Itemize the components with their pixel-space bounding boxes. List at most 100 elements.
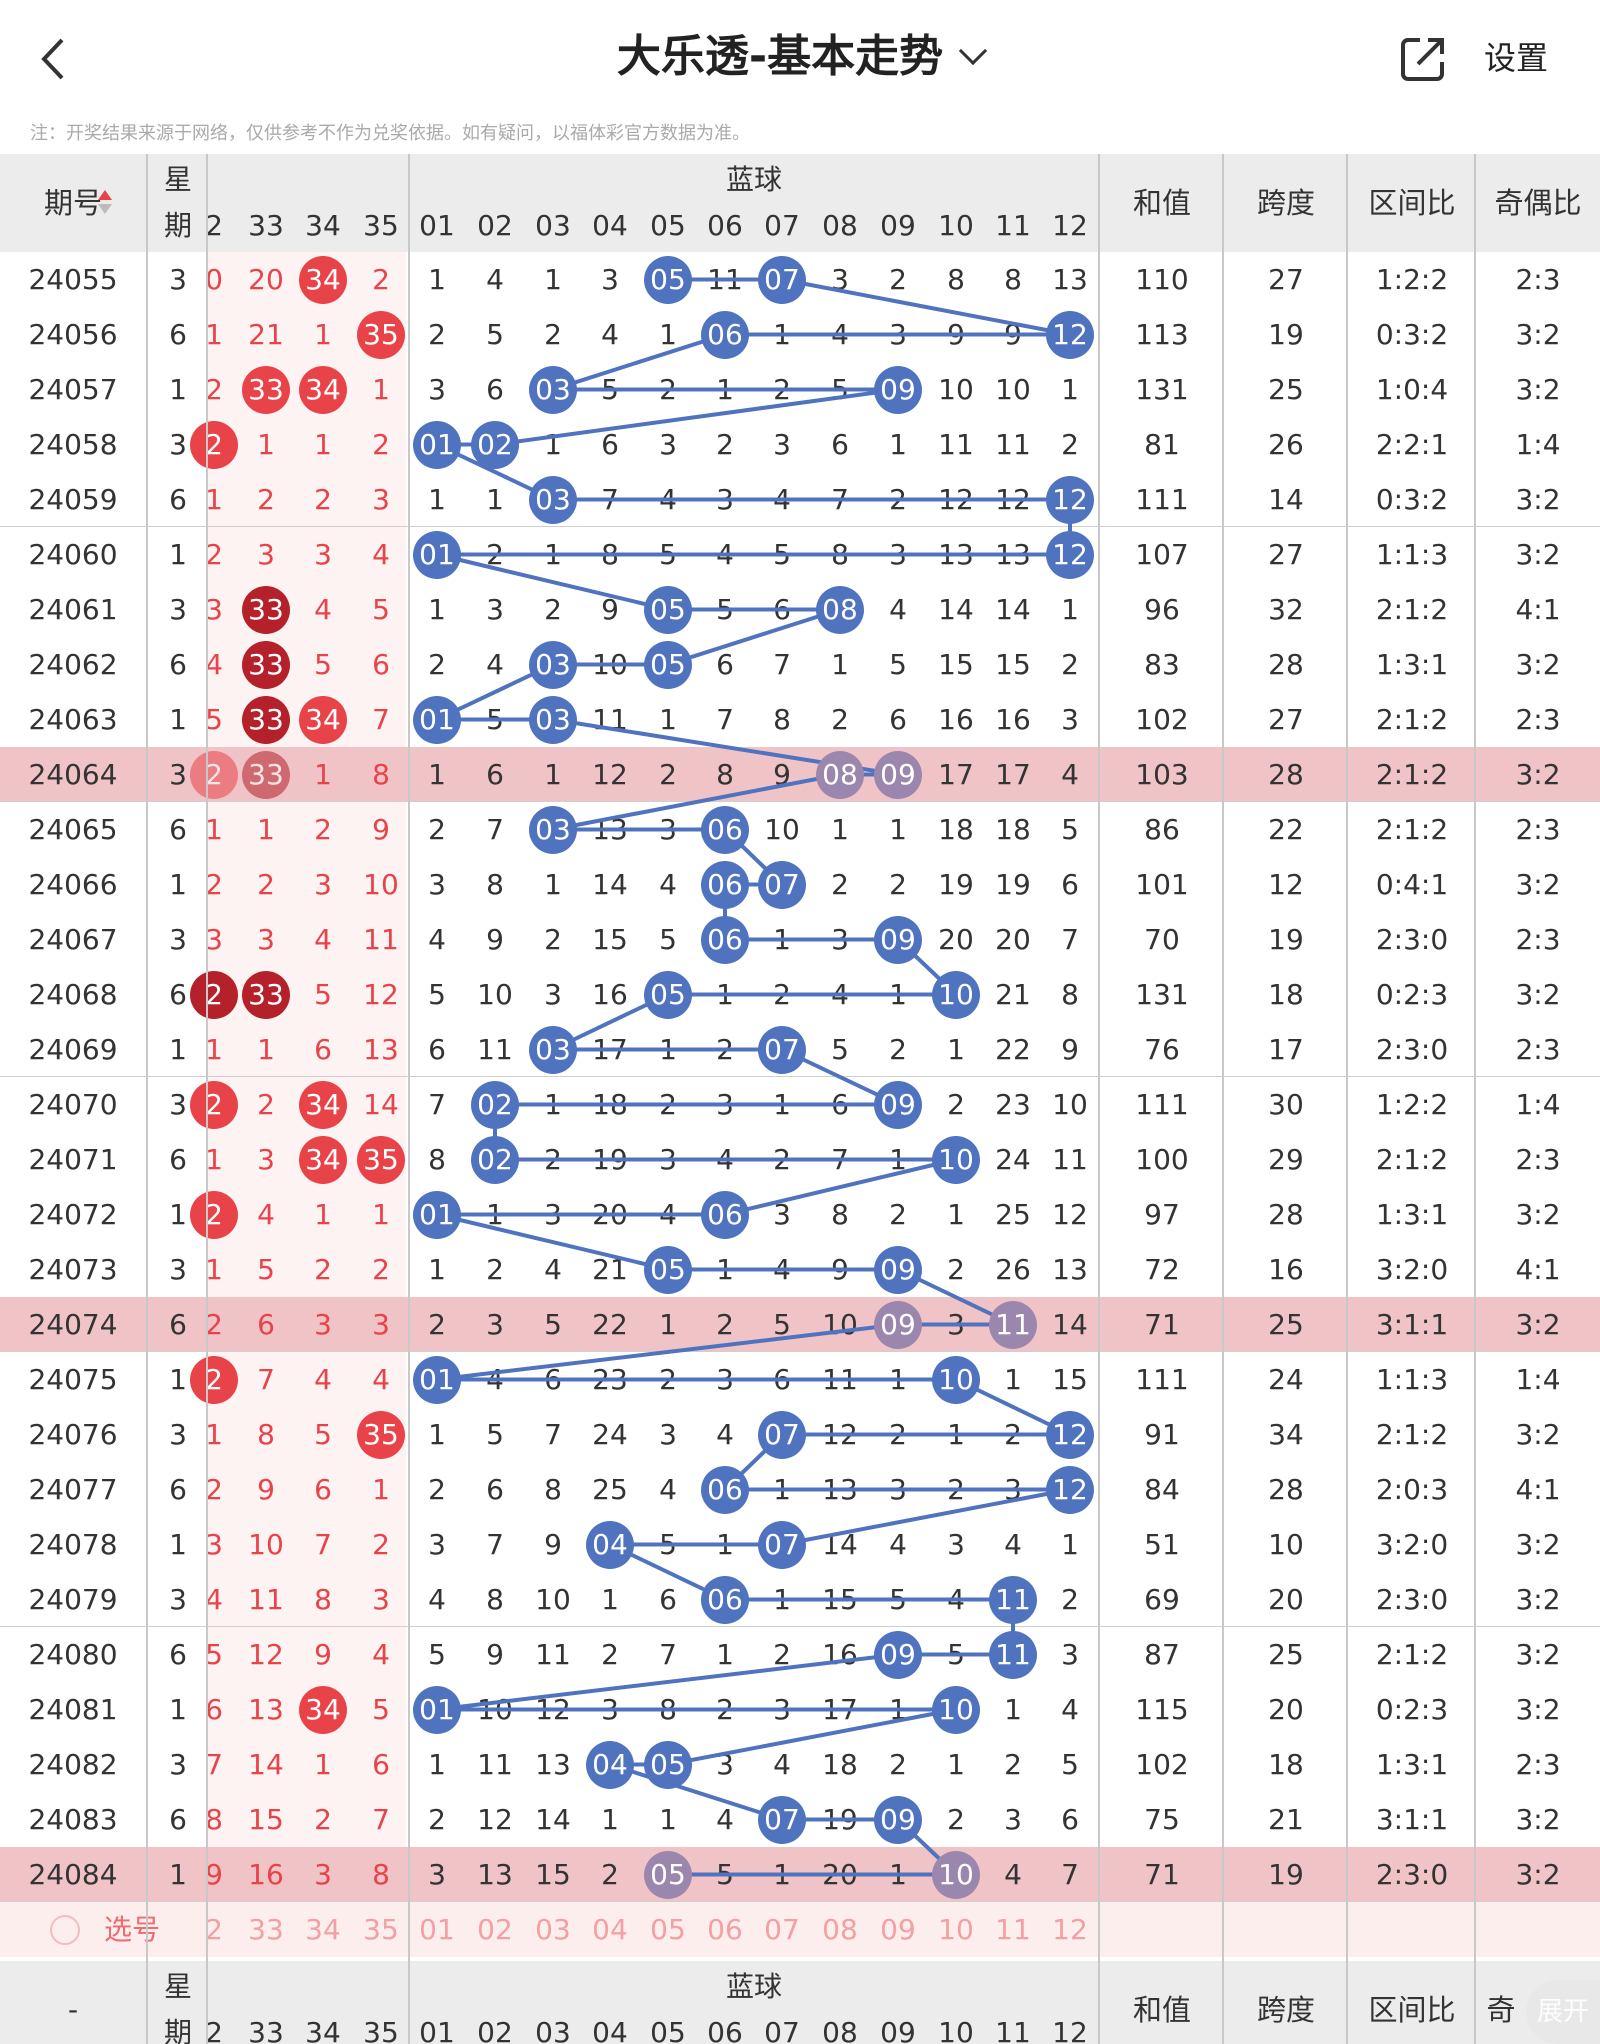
pick-label[interactable]: 选号 (103, 1913, 160, 1946)
column-header-zone: 区间比 (1368, 186, 1456, 220)
blue-number-ball: 05 (644, 640, 692, 689)
week-cell: 1 (169, 373, 187, 406)
pick-front-number[interactable]: 2 (205, 1913, 223, 1946)
blue-number-cell: 4 (947, 1583, 965, 1616)
pick-blue-number[interactable]: 07 (764, 1913, 800, 1946)
pick-blue-number[interactable]: 01 (419, 1913, 455, 1946)
span-cell: 19 (1268, 923, 1304, 956)
sort-arrows-icon[interactable] (98, 190, 112, 200)
pick-blue-number[interactable]: 09 (880, 1913, 916, 1946)
sum-cell: 110 (1135, 263, 1189, 296)
blue-number-cell: 3 (659, 428, 677, 461)
blue-number-ball: 11 (989, 1630, 1037, 1679)
blue-number-cell: 12 (938, 483, 974, 516)
blue-number-cell: 3 (659, 1143, 677, 1176)
blue-number-cell: 1 (947, 1748, 965, 1781)
period-cell: 24065 (28, 813, 118, 846)
title-text: 大乐透-基本走势 (616, 31, 944, 82)
blue-number-cell: 4 (659, 483, 677, 516)
sort-down-icon (98, 204, 112, 214)
pick-radio-icon[interactable] (50, 1915, 80, 1945)
zone-ratio-cell: 0:2:3 (1375, 1693, 1449, 1726)
pick-blue-number[interactable]: 08 (822, 1913, 858, 1946)
blue-number-cell: 1 (1061, 373, 1079, 406)
sum-cell: 84 (1144, 1473, 1180, 1506)
blue-number-cell: 11 (592, 703, 628, 736)
column-header-period[interactable]: 期号 (43, 186, 102, 220)
blue-number-cell: 12 (477, 1803, 513, 1836)
blue-number-cell: 1 (544, 538, 562, 571)
blue-number-ball: 06 (701, 805, 749, 854)
span-cell: 16 (1268, 1253, 1304, 1286)
sum-cell: 107 (1135, 538, 1189, 571)
blue-number-cell: 22 (995, 1033, 1031, 1066)
blue-number-cell: 5 (601, 373, 619, 406)
back-arrow-icon[interactable] (36, 34, 70, 84)
front-number-cell: 5 (314, 978, 332, 1011)
pick-blue-number[interactable]: 10 (938, 1913, 974, 1946)
blue-number-cell: 2 (889, 1418, 907, 1451)
front-number-cell: 21 (248, 318, 284, 351)
pick-blue-number[interactable]: 12 (1052, 1913, 1088, 1946)
front-number-cell: 2 (314, 483, 332, 516)
blue-number-ball: 03 (529, 1025, 577, 1074)
odd-even-cell: 3:2 (1515, 978, 1561, 1011)
front-number-cell: 15 (248, 1803, 284, 1836)
blue-number-cell: 1 (486, 483, 504, 516)
page-title[interactable]: 大乐透-基本走势 (0, 26, 1600, 88)
blue-number-cell: 17 (938, 758, 974, 791)
week-cell: 3 (169, 428, 187, 461)
blue-number-cell: 24 (592, 1418, 628, 1451)
sum-cell: 113 (1135, 318, 1189, 351)
pick-blue-number[interactable]: 03 (535, 1913, 571, 1946)
odd-even-cell: 3:2 (1515, 1583, 1561, 1616)
sum-cell: 86 (1144, 813, 1180, 846)
sum-cell: 72 (1144, 1253, 1180, 1286)
blue-number-cell: 2 (601, 1638, 619, 1671)
blue-number-cell: 5 (889, 1583, 907, 1616)
share-icon[interactable] (1398, 34, 1448, 84)
blue-number-ball: 02 (471, 1080, 519, 1129)
pick-blue-number[interactable]: 06 (707, 1913, 743, 1946)
odd-even-cell: 3:2 (1515, 538, 1561, 571)
odd-even-cell: 3:2 (1515, 318, 1561, 351)
week-cell: 6 (169, 1143, 187, 1176)
blue-number-cell: 4 (1004, 1858, 1022, 1891)
footer-blue-header: 02 (477, 2016, 513, 2044)
front-number-cell: 1 (205, 1418, 223, 1451)
pick-blue-number[interactable]: 04 (592, 1913, 628, 1946)
blue-number-cell: 2 (947, 1253, 965, 1286)
expand-button[interactable]: 展开 (1526, 1980, 1600, 2044)
blue-number-cell: 14 (592, 868, 628, 901)
blue-number-cell: 1 (659, 318, 677, 351)
span-cell: 28 (1268, 1198, 1304, 1231)
front-number-ball: 34 (299, 1135, 347, 1184)
week-cell: 6 (169, 978, 187, 1011)
blue-number-cell: 13 (1052, 1253, 1088, 1286)
blue-number-cell: 15 (995, 648, 1031, 681)
footer-blue-header: 03 (535, 2016, 571, 2044)
front-number-cell: 6 (314, 1473, 332, 1506)
blue-number-ball: 04 (586, 1740, 634, 1789)
pick-blue-number[interactable]: 02 (477, 1913, 513, 1946)
blue-number-header: 10 (938, 209, 974, 242)
settings-button[interactable]: 设置 (1484, 39, 1549, 77)
blue-number-cell: 1 (773, 318, 791, 351)
zone-ratio-cell: 1:3:1 (1375, 1198, 1449, 1231)
period-cell: 24072 (28, 1198, 118, 1231)
pick-blue-number[interactable]: 11 (995, 1913, 1031, 1946)
front-number-ball: 2 (190, 1355, 238, 1404)
sum-cell: 100 (1135, 1143, 1189, 1176)
blue-number-cell: 4 (716, 1143, 734, 1176)
blue-number-ball: 02 (471, 420, 519, 469)
blue-number-ball: 03 (529, 805, 577, 854)
pick-front-number[interactable]: 33 (248, 1913, 284, 1946)
pick-front-number[interactable]: 34 (305, 1913, 341, 1946)
blue-number-cell: 4 (716, 1803, 734, 1836)
blue-number-cell: 8 (831, 1198, 849, 1231)
blue-number-cell: 14 (995, 593, 1031, 626)
pick-front-number[interactable]: 35 (363, 1913, 399, 1946)
blue-number-cell: 3 (601, 1693, 619, 1726)
blue-number-cell: 1 (544, 868, 562, 901)
pick-blue-number[interactable]: 05 (650, 1913, 686, 1946)
